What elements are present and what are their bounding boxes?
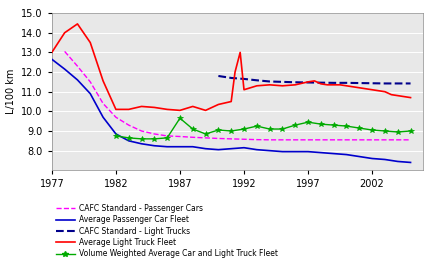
Legend: CAFC Standard - Passenger Cars, Average Passenger Car Fleet, CAFC Standard - Lig: CAFC Standard - Passenger Cars, Average … <box>56 204 278 258</box>
Y-axis label: L/100 km: L/100 km <box>6 69 16 114</box>
